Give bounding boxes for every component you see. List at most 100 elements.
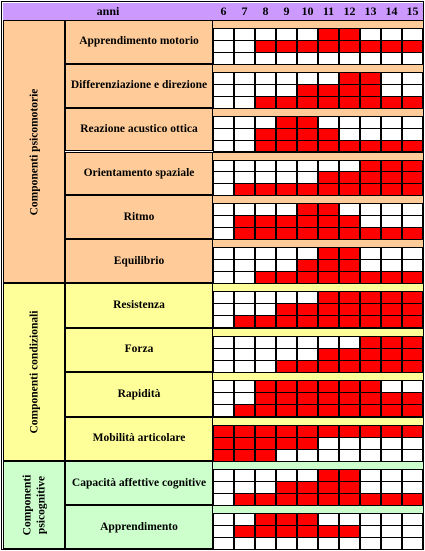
activity-label: Orientamento spaziale <box>65 151 213 196</box>
activity-label: Mobilità articolare <box>65 416 213 461</box>
age-cell <box>276 315 297 329</box>
age-cell <box>297 303 318 317</box>
group-cell: Componenti condizionali <box>3 283 65 461</box>
age-cell <box>234 392 255 406</box>
age-cell <box>360 347 381 361</box>
age-cell <box>255 347 276 361</box>
age-cell <box>297 359 318 373</box>
age-cell <box>213 537 234 550</box>
age-cell <box>255 303 276 317</box>
age-cell <box>213 303 234 317</box>
age-cell <box>297 392 318 406</box>
age-cell <box>381 436 402 450</box>
age-cell <box>297 436 318 450</box>
header-age-10: 10 <box>297 3 318 20</box>
age-cell <box>339 303 360 317</box>
age-cell <box>318 448 339 462</box>
age-cell <box>381 537 402 550</box>
age-cell <box>297 315 318 329</box>
age-cell <box>360 315 381 329</box>
age-cell <box>360 359 381 373</box>
age-cell <box>381 404 402 418</box>
activity-label: Differenziazione e direzione <box>65 63 213 108</box>
activity-band <box>213 151 423 160</box>
age-cell <box>234 347 255 361</box>
age-cell <box>402 303 423 317</box>
age-cell <box>339 359 360 373</box>
activity-label: Forza <box>65 327 213 372</box>
age-cell <box>255 537 276 550</box>
age-cell <box>255 404 276 418</box>
activity-band <box>213 327 423 336</box>
activity-band <box>213 416 423 425</box>
age-cell <box>276 404 297 418</box>
age-cell <box>213 448 234 462</box>
group-cell: Componenti psicognitive <box>3 461 65 549</box>
age-cell <box>381 359 402 373</box>
activity-band <box>213 195 423 204</box>
activity-band <box>213 372 423 380</box>
age-cell <box>276 448 297 462</box>
group-label: Componenti psicomotorie <box>28 88 40 215</box>
age-cell <box>297 537 318 550</box>
age-cell <box>234 303 255 317</box>
age-cell <box>402 315 423 329</box>
header-age-6: 6 <box>213 3 234 20</box>
age-cell <box>339 448 360 462</box>
activity-band <box>213 461 423 469</box>
activity-band <box>213 63 423 72</box>
age-cell <box>360 392 381 406</box>
age-cell <box>381 448 402 462</box>
age-cell <box>360 404 381 418</box>
age-cell <box>234 359 255 373</box>
activity-label: Reazione acustico ottica <box>65 107 213 152</box>
age-cell <box>234 448 255 462</box>
age-cell <box>213 347 234 361</box>
activity-label: Apprendimento motorio <box>65 20 213 64</box>
activity-band <box>213 283 423 291</box>
activity-label: Capacità affettive cognitive <box>65 461 213 505</box>
activity-label: Ritmo <box>65 195 213 240</box>
age-cell <box>402 448 423 462</box>
age-cell <box>297 347 318 361</box>
group-label: Componenti psicognitive <box>21 474 48 536</box>
age-cell <box>234 315 255 329</box>
age-cell <box>360 448 381 462</box>
age-cell <box>402 347 423 361</box>
age-cell <box>360 303 381 317</box>
group-label: Componenti condizionali <box>28 310 41 434</box>
age-cell <box>276 347 297 361</box>
age-cell <box>360 436 381 450</box>
age-cell <box>318 392 339 406</box>
age-cell <box>318 303 339 317</box>
activity-band <box>213 239 423 248</box>
header-age-15: 15 <box>402 3 423 20</box>
age-cell <box>213 315 234 329</box>
age-cell <box>339 436 360 450</box>
age-cell <box>213 404 234 418</box>
age-cell <box>297 448 318 462</box>
age-cell <box>255 315 276 329</box>
age-cell <box>402 404 423 418</box>
header-age-7: 7 <box>234 3 255 20</box>
activity-band <box>213 20 423 28</box>
age-cell <box>255 359 276 373</box>
age-cell <box>339 392 360 406</box>
age-cell <box>402 537 423 550</box>
age-cell <box>339 404 360 418</box>
activity-label: Apprendimento <box>65 505 213 549</box>
age-cell <box>276 359 297 373</box>
age-cell <box>234 537 255 550</box>
header-age-8: 8 <box>255 3 276 20</box>
age-cell <box>234 404 255 418</box>
age-cell <box>360 537 381 550</box>
activity-band <box>213 505 423 513</box>
age-cell <box>381 392 402 406</box>
age-cell <box>276 392 297 406</box>
age-cell <box>339 315 360 329</box>
age-cell <box>276 436 297 450</box>
age-cell <box>276 303 297 317</box>
age-cell <box>318 347 339 361</box>
header-age-11: 11 <box>318 3 339 20</box>
